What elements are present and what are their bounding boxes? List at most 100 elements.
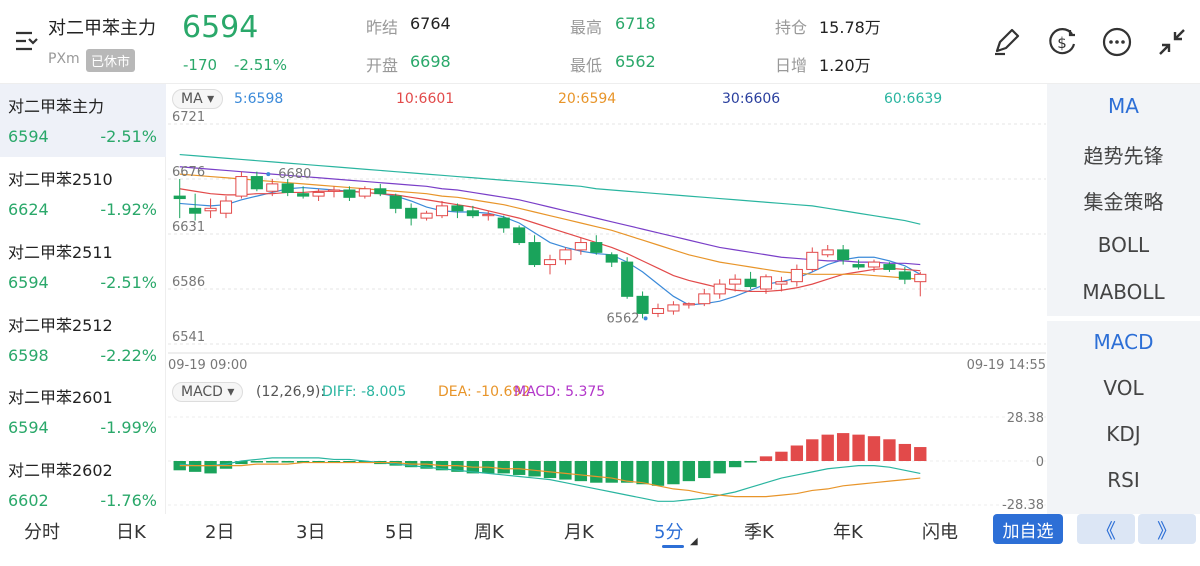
quote-header: 对二甲苯主力 PXm 已休市 6594 -170 -2.51% 昨结 6764 … [0, 0, 1200, 84]
next-button[interactable]: 》 [1138, 514, 1196, 544]
macd-dea-line [179, 461, 921, 498]
candle-body [883, 264, 896, 270]
tab-yearly[interactable]: 年K [833, 522, 863, 543]
contract-item-2602[interactable]: 对二甲苯2602 6602 -1.76% [0, 448, 166, 521]
dropdown-caret-icon: ▾ [227, 384, 235, 400]
contract-pct: -2.22% [100, 346, 157, 365]
candle-body [559, 249, 572, 261]
tab-2day[interactable]: 2日 [205, 522, 235, 543]
indicator-rsi[interactable]: RSI [1107, 468, 1140, 492]
low-marker-label: 6562 [606, 311, 639, 326]
contract-item-2510[interactable]: 对二甲苯2510 6624 -1.92% [0, 157, 166, 230]
macd-bar [188, 461, 202, 472]
contract-name: 对二甲苯2601 [8, 388, 113, 407]
stat-value-low: 6562 [615, 52, 656, 71]
stat-value-high: 6718 [615, 14, 656, 33]
macd-bar [389, 461, 402, 466]
tab-5min[interactable]: 5分 [654, 522, 684, 543]
macd-bar [235, 461, 248, 465]
macd-bar [204, 461, 217, 474]
macd-selector-label: MACD [181, 384, 223, 400]
indicator-fund[interactable]: 集金策略 [1083, 190, 1164, 214]
macd-dea: DEA: -10.692 [438, 384, 531, 400]
indicator-vol[interactable]: VOL [1103, 376, 1144, 400]
indicator-trend[interactable]: 趋势先锋 [1083, 144, 1164, 168]
macd-bar [559, 461, 572, 480]
contract-price: 6594 [8, 127, 49, 146]
macd-bar [312, 461, 325, 463]
candle-body [312, 191, 325, 197]
tab-3day[interactable]: 3日 [296, 522, 326, 543]
y-tick-label: 6721 [172, 110, 205, 125]
macd-bar [636, 461, 649, 485]
y-tick-label: 6631 [172, 220, 205, 235]
macd-bar [744, 461, 757, 463]
candle-body [837, 249, 850, 261]
indicator-kdj[interactable]: KDJ [1106, 422, 1141, 446]
candle-body [389, 195, 402, 209]
macd-bar [867, 436, 881, 461]
candle-body [497, 217, 510, 229]
macd-bar [543, 461, 557, 479]
macd-bar [914, 447, 927, 461]
tab-intraday[interactable]: 分时 [24, 522, 60, 543]
candle-body [405, 207, 418, 219]
stat-value-open-interest: 15.78万 [819, 18, 881, 37]
macd-bar [836, 433, 850, 461]
candle-body [281, 183, 294, 193]
contract-item-2601[interactable]: 对二甲苯2601 6594 -1.99% [0, 375, 166, 448]
collapse-icon[interactable] [1154, 24, 1190, 60]
tab-monthly[interactable]: 月K [564, 522, 594, 543]
contract-price: 6598 [8, 346, 49, 365]
candle-body [698, 293, 711, 305]
macd-selector[interactable]: MACD ▾ [172, 382, 244, 402]
macd-bar [883, 439, 896, 461]
indicator-ma[interactable]: MA [1108, 94, 1139, 118]
tab-lightning[interactable]: 闪电 [922, 522, 958, 543]
ma-selector[interactable]: MA ▾ [172, 89, 224, 109]
add-watchlist-button[interactable]: 加自选 [993, 514, 1063, 544]
macd-bar [528, 461, 541, 477]
last-price: 6594 [182, 10, 259, 45]
menu-icon[interactable] [14, 30, 40, 52]
tab-dropdown-icon[interactable]: ◢ [690, 536, 698, 547]
prev-button[interactable]: 《 [1077, 514, 1135, 544]
contract-name: 对二甲苯主力 [8, 97, 105, 116]
tab-5day[interactable]: 5日 [385, 522, 415, 543]
price-change-pct: -2.51% [234, 56, 288, 74]
macd-bar [574, 461, 588, 482]
contract-pct: -1.76% [100, 491, 157, 510]
candle-body [790, 268, 803, 283]
tab-daily[interactable]: 日K [116, 522, 146, 543]
candle-body [250, 176, 263, 190]
contract-price: 6602 [8, 491, 49, 510]
chart-area[interactable]: MA ▾ 5:6598 10:6601 20:6594 30:6606 60:6… [168, 84, 1046, 514]
macd-bar [682, 461, 696, 482]
indicator-maboll[interactable]: MABOLL [1082, 280, 1165, 304]
more-icon[interactable] [1099, 24, 1135, 60]
candle-body [744, 278, 757, 288]
tab-quarterly[interactable]: 季K [744, 522, 774, 543]
macd-bar [266, 461, 279, 463]
contract-item-main[interactable]: 对二甲苯主力 6594 -2.51% [0, 84, 166, 157]
candle-body [759, 276, 773, 290]
indicator-macd[interactable]: MACD [1093, 330, 1154, 354]
contract-pct: -1.99% [100, 418, 157, 437]
candle-body [852, 264, 865, 268]
contract-item-2512[interactable]: 对二甲苯2512 6598 -2.22% [0, 303, 166, 376]
candle-body [451, 205, 464, 212]
macd-bar [821, 434, 834, 461]
draw-pen-icon[interactable] [988, 24, 1024, 60]
x-end-label: 09-19 14:55 [967, 358, 1046, 373]
macd-value: MACD: 5.375 [514, 384, 606, 400]
candle-body [189, 207, 202, 214]
macd-bar [250, 461, 264, 463]
ma-selector-label: MA [181, 91, 203, 107]
ma5-legend: 5:6598 [234, 91, 284, 107]
candle-body [435, 205, 449, 217]
tab-weekly[interactable]: 周K [474, 522, 504, 543]
candle-body [636, 295, 649, 314]
currency-icon[interactable]: $ [1044, 24, 1080, 60]
indicator-boll[interactable]: BOLL [1097, 233, 1150, 257]
contract-item-2511[interactable]: 对二甲苯2511 6594 -2.51% [0, 230, 166, 303]
